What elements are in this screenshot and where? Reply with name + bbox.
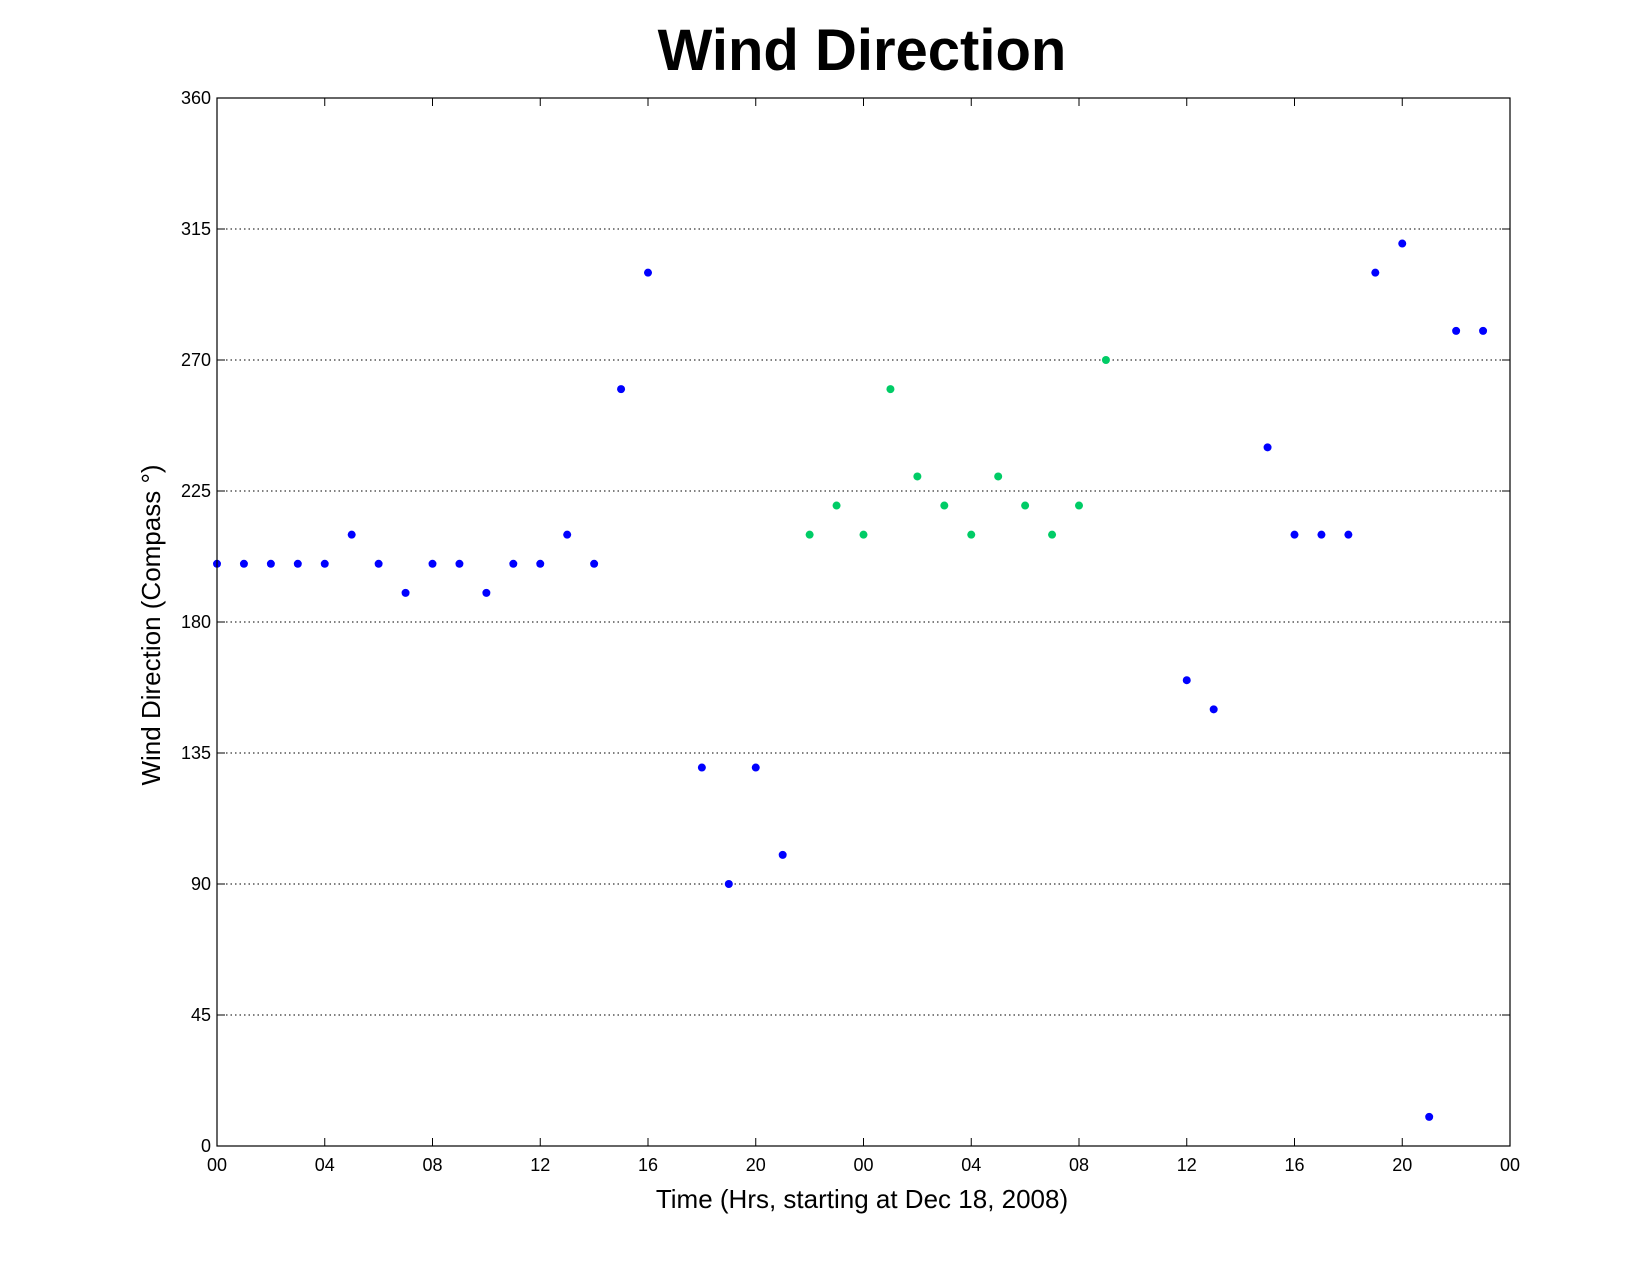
data-point [1371,268,1380,277]
y-tick-label: 225 [181,481,211,501]
data-point [1479,326,1488,335]
data-point [940,501,949,510]
x-axis-label: Time (Hrs, starting at Dec 18, 2008) [656,1184,1068,1214]
y-tick-label: 90 [191,874,211,894]
data-points [213,239,1488,1121]
data-point [509,559,518,568]
x-tick-label: 04 [961,1155,981,1175]
data-point [644,268,652,277]
data-point [239,559,248,568]
data-point [590,559,599,568]
data-point [994,472,1003,481]
x-tick-label: 12 [530,1155,550,1175]
data-point [563,530,572,539]
data-point [1452,326,1461,335]
x-tick-label: 00 [207,1155,227,1175]
data-point [967,530,976,539]
x-tick-label: 20 [746,1155,766,1175]
x-tick-label: 08 [422,1155,442,1175]
x-tick-label: 12 [1177,1155,1197,1175]
y-tick-label: 360 [181,88,211,108]
data-point [374,559,383,568]
data-point [913,472,922,481]
data-point [859,530,868,539]
data-point [1048,530,1057,539]
data-point [724,880,733,888]
data-point [482,588,491,597]
y-tick-label: 315 [181,219,211,239]
data-point [778,850,787,859]
y-tick-label: 270 [181,350,211,370]
data-point [401,588,410,597]
x-tick-label: 16 [638,1155,658,1175]
y-tick-label: 45 [191,1005,211,1025]
y-tick-label: 180 [181,612,211,632]
data-point [1290,530,1299,539]
x-axis-tick-labels: 00 04 08 12 16 20 00 04 08 12 16 20 00 [207,1155,1520,1175]
data-point [617,385,626,394]
x-tick-label: 00 [853,1155,873,1175]
x-tick-label: 04 [315,1155,335,1175]
data-point [536,559,545,568]
data-point [1021,501,1030,510]
data-point [1263,443,1272,452]
data-point [1344,530,1353,539]
data-point [1209,705,1218,714]
data-point [697,763,706,772]
axis-ticks [216,97,1511,1147]
x-tick-label: 16 [1284,1155,1304,1175]
data-point [1425,1112,1434,1121]
data-point [805,530,814,539]
data-point [832,501,841,510]
data-point [266,559,275,568]
data-point [886,385,895,394]
chart-title: Wind Direction [658,18,1067,83]
y-axis-label: Wind Direction (Compass °) [136,464,166,785]
data-point [455,559,464,568]
y-axis-tick-labels: 0 45 90 135 180 225 270 315 360 [181,88,211,1156]
data-point [347,530,356,539]
plot-frame [216,97,1511,1147]
y-tick-label: 135 [181,743,211,763]
data-point [1101,356,1110,364]
y-tick-label: 0 [201,1136,211,1156]
x-tick-label: 08 [1069,1155,1089,1175]
data-point [293,559,302,568]
x-tick-label: 00 [1500,1155,1520,1175]
data-point [428,559,437,568]
data-point [320,559,329,568]
x-tick-label: 20 [1392,1155,1412,1175]
data-point [1182,676,1191,685]
data-point [1075,501,1083,510]
data-point [1317,530,1326,539]
data-point [1398,239,1407,248]
data-point [751,763,760,772]
